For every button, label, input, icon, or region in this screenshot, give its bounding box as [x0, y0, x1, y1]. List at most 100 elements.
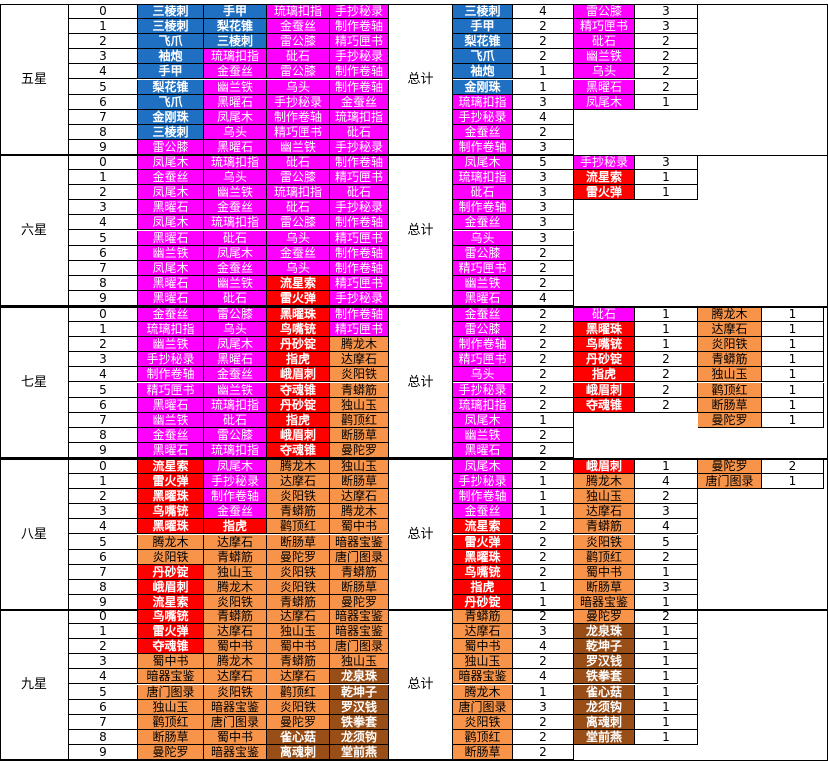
summary-item[interactable]: 砒石	[574, 34, 635, 50]
tally-count[interactable]: 2	[513, 714, 574, 730]
tally-item[interactable]: 制作卷轴	[453, 337, 513, 353]
row-index[interactable]: 1	[69, 170, 138, 186]
item-cell[interactable]: 龙须钩	[330, 729, 389, 745]
item-cell[interactable]: 琉璃扣指	[204, 215, 267, 231]
tally-count[interactable]: 3	[513, 139, 574, 155]
item-cell[interactable]: 唐门图录	[330, 549, 389, 565]
tally-count[interactable]: 2	[513, 352, 574, 368]
item-cell[interactable]: 指虎	[204, 519, 267, 535]
item-cell[interactable]: 金刚珠	[138, 109, 204, 125]
item-cell[interactable]: 精巧匣书	[330, 230, 389, 246]
item-cell[interactable]: 手抄秘录	[330, 139, 389, 155]
tally-count[interactable]: 2	[513, 729, 574, 745]
item-cell[interactable]: 暗器宝鉴	[330, 534, 389, 550]
item-cell[interactable]: 黑曜石	[138, 230, 204, 246]
tally-item[interactable]: 琉璃扣指	[453, 94, 513, 110]
tally-count[interactable]: 1	[513, 489, 574, 505]
item-cell[interactable]: 铁拳套	[330, 714, 389, 730]
item-cell[interactable]: 青蟒筋	[267, 654, 330, 670]
item-cell[interactable]: 手抄秘录	[330, 4, 389, 20]
item-cell[interactable]: 精巧匣书	[330, 34, 389, 50]
summary-count[interactable]: 1	[635, 337, 698, 353]
summary-count[interactable]: 1	[635, 307, 698, 323]
item-cell[interactable]: 手抄秘录	[330, 200, 389, 216]
item-cell[interactable]: 制作卷轴	[330, 155, 389, 171]
row-index[interactable]: 6	[69, 699, 138, 715]
item-cell[interactable]: 丹砂锭	[267, 397, 330, 413]
item-cell[interactable]: 炎阳铁	[204, 684, 267, 700]
item-cell[interactable]: 独山玉	[330, 397, 389, 413]
item-cell[interactable]: 黑曜石	[204, 94, 267, 110]
item-cell[interactable]: 三棱刺	[138, 124, 204, 140]
item-cell[interactable]: 雷火弹	[138, 474, 204, 490]
item-cell[interactable]: 三棱刺	[138, 4, 204, 20]
item-cell[interactable]: 曼陀罗	[138, 744, 204, 760]
row-index[interactable]: 7	[69, 109, 138, 125]
item-cell[interactable]: 鸟嘴铳	[138, 504, 204, 520]
summary2-item[interactable]: 腾龙木	[698, 307, 762, 323]
item-cell[interactable]: 凤尾木	[138, 215, 204, 231]
summary-count[interactable]: 3	[635, 4, 698, 20]
item-cell[interactable]: 金蚕丝	[138, 170, 204, 186]
summary-count[interactable]: 1	[635, 170, 698, 186]
item-cell[interactable]: 金蚕丝	[138, 427, 204, 443]
summary-count[interactable]: 3	[635, 504, 698, 520]
summary-item[interactable]: 幽兰铁	[574, 49, 635, 65]
item-cell[interactable]: 腾龙木	[204, 579, 267, 595]
item-cell[interactable]: 砒石	[267, 49, 330, 65]
row-index[interactable]: 8	[69, 427, 138, 443]
row-index[interactable]: 8	[69, 729, 138, 745]
tally-count[interactable]: 3	[513, 230, 574, 246]
item-cell[interactable]: 砒石	[267, 200, 330, 216]
item-cell[interactable]: 独山玉	[138, 699, 204, 715]
item-cell[interactable]: 精巧匣书	[138, 382, 204, 398]
summary-item[interactable]: 峨眉刺	[574, 382, 635, 398]
item-cell[interactable]: 雀心菇	[267, 729, 330, 745]
summary-count[interactable]: 2	[635, 49, 698, 65]
tally-count[interactable]: 2	[513, 427, 574, 443]
item-cell[interactable]: 梨花锥	[138, 79, 204, 95]
item-cell[interactable]: 峨眉刺	[267, 427, 330, 443]
tally-count[interactable]: 4	[513, 4, 574, 20]
tally-item[interactable]: 手抄秘录	[453, 382, 513, 398]
item-cell[interactable]: 蜀中书	[267, 639, 330, 655]
tally-item[interactable]: 指虎	[453, 579, 513, 595]
row-index[interactable]: 3	[69, 352, 138, 368]
tally-count[interactable]: 2	[513, 260, 574, 276]
item-cell[interactable]: 手抄秘录	[330, 290, 389, 306]
row-index[interactable]: 8	[69, 124, 138, 140]
summary-item[interactable]: 雷火弹	[574, 185, 635, 201]
tally-count[interactable]: 2	[513, 442, 574, 458]
star-level-label[interactable]: 六星	[0, 155, 69, 306]
item-cell[interactable]: 琉璃扣指	[204, 442, 267, 458]
tally-item[interactable]: 琉璃扣指	[453, 170, 513, 186]
summary-count[interactable]: 1	[635, 564, 698, 580]
tally-item[interactable]: 金蚕丝	[453, 504, 513, 520]
summary2-count[interactable]: 1	[762, 337, 824, 353]
item-cell[interactable]: 黑曜石	[138, 275, 204, 291]
item-cell[interactable]: 手甲	[138, 64, 204, 80]
item-cell[interactable]: 凤尾木	[138, 260, 204, 276]
item-cell[interactable]: 炎阳铁	[267, 699, 330, 715]
tally-item[interactable]: 手甲	[453, 19, 513, 35]
item-cell[interactable]: 腾龙木	[267, 459, 330, 475]
item-cell[interactable]: 唐门图录	[138, 684, 204, 700]
tally-item[interactable]: 金蚕丝	[453, 124, 513, 140]
tally-item[interactable]: 乌头	[453, 367, 513, 383]
item-cell[interactable]: 鹳顶红	[138, 714, 204, 730]
summary-item[interactable]: 精巧匣书	[574, 19, 635, 35]
item-cell[interactable]: 幽兰铁	[138, 245, 204, 261]
summary-count[interactable]: 2	[635, 64, 698, 80]
total-label[interactable]: 总计	[389, 307, 453, 458]
summary2-count[interactable]: 1	[762, 352, 824, 368]
item-cell[interactable]: 琉璃扣指	[267, 4, 330, 20]
tally-item[interactable]: 达摩石	[453, 624, 513, 640]
summary-item[interactable]: 鹳顶红	[574, 549, 635, 565]
item-cell[interactable]: 金蚕丝	[204, 504, 267, 520]
tally-item[interactable]: 梨花锥	[453, 34, 513, 50]
summary-count[interactable]: 3	[635, 579, 698, 595]
summary-count[interactable]: 1	[635, 185, 698, 201]
tally-count[interactable]: 2	[513, 609, 574, 625]
summary2-item[interactable]: 独山玉	[698, 367, 762, 383]
summary-item[interactable]: 砒石	[574, 307, 635, 323]
